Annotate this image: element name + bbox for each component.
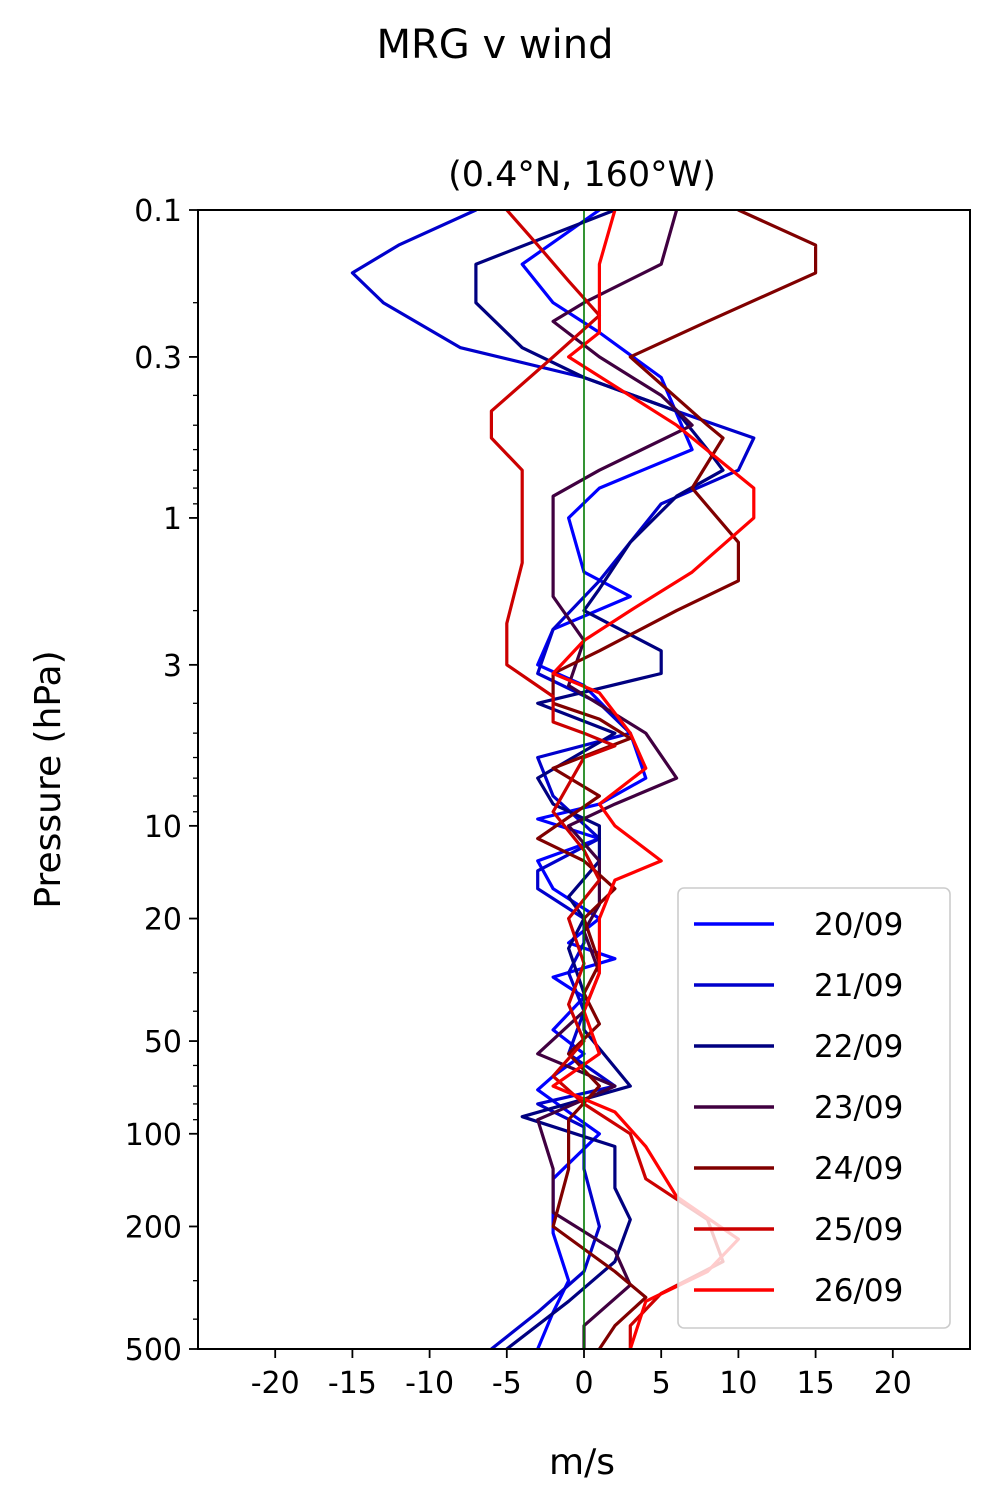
legend-label: 26/09 xyxy=(814,1273,903,1309)
axes-title: (0.4°N, 160°W) xyxy=(448,155,716,195)
legend-label: 20/09 xyxy=(814,907,903,943)
y-tick-label: 10 xyxy=(144,810,182,845)
y-tick-label: 1 xyxy=(163,502,182,537)
y-tick-label: 0.1 xyxy=(134,194,182,229)
x-tick-label: -15 xyxy=(328,1366,377,1401)
x-tick-label: -5 xyxy=(492,1366,522,1401)
y-tick-label: 3 xyxy=(163,649,182,684)
ticks-layer: -20 -15 -10 -5 0 5 10 15 20 0.1 0.3 1 3 10 20 50 100 200 5… xyxy=(125,194,912,1401)
x-tick-label: 15 xyxy=(797,1366,835,1401)
x-tick-label: 0 xyxy=(574,1366,593,1401)
x-tick-label: 10 xyxy=(719,1366,757,1401)
series-line-23-09 xyxy=(536,210,694,1349)
y-tick-label: 0.3 xyxy=(134,341,182,376)
legend-label: 21/09 xyxy=(814,968,903,1004)
figure-suptitle: MRG v wind xyxy=(376,22,614,68)
x-tick-label: -20 xyxy=(251,1366,300,1401)
y-tick-label: 100 xyxy=(125,1118,182,1153)
x-tick-label: 5 xyxy=(652,1366,671,1401)
y-tick-label: 500 xyxy=(125,1333,182,1368)
y-tick-label: 200 xyxy=(125,1210,182,1245)
y-tick-label: 50 xyxy=(144,1025,182,1060)
legend-label: 24/09 xyxy=(814,1151,903,1187)
legend-label: 23/09 xyxy=(814,1090,903,1126)
legend-box xyxy=(677,887,951,1329)
legend-label: 22/09 xyxy=(814,1029,903,1065)
x-axis-label: m/s xyxy=(549,1442,615,1483)
x-tick-label: -10 xyxy=(405,1366,454,1401)
y-tick-label: 20 xyxy=(144,903,182,938)
x-tick-label: 20 xyxy=(874,1366,912,1401)
series-line-26-09 xyxy=(551,210,756,1349)
legend: 20/09 21/09 22/09 23/09 24/09 25/09 26/09 xyxy=(677,887,951,1329)
legend-label: 25/09 xyxy=(814,1212,903,1248)
series-line-24-09 xyxy=(536,210,818,1349)
y-axis-label: Pressure (hPa) xyxy=(28,650,69,908)
